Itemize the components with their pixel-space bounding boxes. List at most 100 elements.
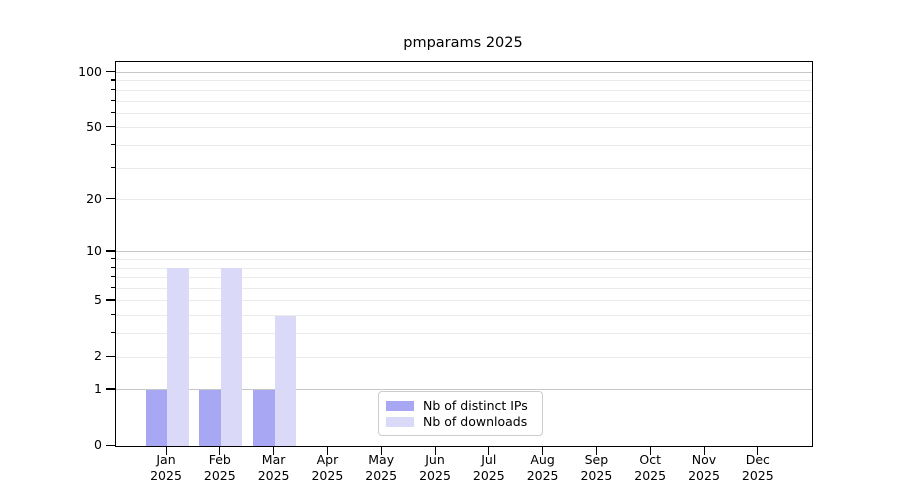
x-label-year: 2025 <box>365 467 398 483</box>
legend-swatch-distinct-ips <box>386 401 414 411</box>
x-label-month: Dec <box>745 452 770 467</box>
x-label-month: Feb <box>208 452 231 467</box>
x-label-month: Mar <box>261 452 286 467</box>
gridline-y-70 <box>116 100 812 102</box>
y-tick-20 <box>106 198 115 200</box>
y-minor-tick-7 <box>111 276 115 278</box>
gridline-y-4 <box>116 315 812 317</box>
legend-label-distinct-ips: Nb of distinct IPs <box>423 398 528 413</box>
gridline-y-10 <box>116 251 812 253</box>
x-tick-label-nov: Nov 2025 <box>664 452 744 483</box>
bar-nb-of-distinct-ips-mar <box>253 389 275 446</box>
x-label-month: Apr <box>316 452 339 467</box>
y-minor-tick-3 <box>111 332 115 334</box>
x-label-year: 2025 <box>580 467 613 483</box>
y-minor-tick-30 <box>111 166 115 168</box>
x-label-year: 2025 <box>419 467 451 483</box>
y-tick-100 <box>106 71 115 73</box>
gridline-y-50 <box>116 127 812 129</box>
y-tick-50 <box>106 126 115 128</box>
y-tick-label-0: 0 <box>94 437 102 452</box>
y-minor-tick-80 <box>111 88 115 91</box>
x-tick-label-feb: Feb 2025 <box>180 452 260 483</box>
y-minor-tick-40 <box>111 143 115 146</box>
x-label-year: 2025 <box>150 467 182 483</box>
x-label-year: 2025 <box>741 467 774 483</box>
x-label-month: Jan <box>156 452 176 467</box>
x-tick-label-dec: Dec 2025 <box>718 452 798 483</box>
gridline-y-30 <box>116 167 812 169</box>
x-label-month: Jul <box>481 452 497 467</box>
x-tick-label-oct: Oct 2025 <box>610 452 690 483</box>
legend-swatch-downloads <box>386 417 414 427</box>
gridline-y-2 <box>116 356 812 358</box>
y-tick-label-1: 1 <box>94 380 102 396</box>
y-tick-label-2: 2 <box>94 348 102 364</box>
gridline-y-8 <box>116 267 812 269</box>
gridline-y-1 <box>116 389 812 391</box>
x-tick-jun <box>434 446 436 455</box>
legend: Nb of distinct IPs Nb of downloads <box>378 391 543 436</box>
x-tick-mar <box>273 446 275 455</box>
y-tick-label-50: 50 <box>86 118 102 134</box>
legend-item-distinct-ips: Nb of distinct IPs <box>386 398 534 414</box>
legend-label-downloads: Nb of downloads <box>423 414 528 429</box>
x-tick-label-apr: Apr 2025 <box>287 452 367 483</box>
x-label-year: 2025 <box>203 467 236 483</box>
y-minor-tick-4 <box>111 314 115 316</box>
x-tick-label-jun: Jun 2025 <box>395 452 475 483</box>
x-tick-apr <box>326 446 329 455</box>
x-tick-label-mar: Mar 2025 <box>234 452 314 483</box>
legend-item-downloads: Nb of downloads <box>386 414 534 430</box>
x-label-month: Aug <box>530 452 555 467</box>
x-tick-dec <box>757 446 759 455</box>
gridline-y-7 <box>116 277 812 279</box>
gridline-y-5 <box>116 300 812 302</box>
y-minor-tick-90 <box>111 79 115 81</box>
x-label-year: 2025 <box>257 467 290 483</box>
x-tick-aug <box>542 446 544 455</box>
y-tick-5 <box>106 299 115 301</box>
gridline-y-60 <box>116 112 812 114</box>
x-tick-may <box>380 446 382 455</box>
x-tick-nov <box>703 446 705 455</box>
x-label-year: 2025 <box>634 467 667 483</box>
x-tick-label-may: May 2025 <box>341 452 421 483</box>
bar-nb-of-distinct-ips-feb <box>199 389 221 446</box>
gridline-y-40 <box>116 144 812 146</box>
x-label-year: 2025 <box>688 467 720 483</box>
x-tick-feb <box>219 446 221 455</box>
x-tick-jan <box>165 446 167 455</box>
bar-nb-of-distinct-ips-jan <box>145 389 167 446</box>
bar-nb-of-downloads-feb <box>220 268 243 446</box>
x-label-month: Nov <box>691 452 717 467</box>
y-minor-tick-8 <box>111 266 115 268</box>
x-label-month: Sep <box>584 452 609 467</box>
y-tick-10 <box>106 250 115 252</box>
x-tick-label-aug: Aug 2025 <box>503 452 583 483</box>
gridline-y-6 <box>116 288 812 290</box>
x-tick-oct <box>649 446 651 455</box>
gridline-y-80 <box>116 89 812 91</box>
x-label-year: 2025 <box>526 467 559 483</box>
y-tick-label-100: 100 <box>78 63 102 79</box>
y-tick-1 <box>106 388 115 390</box>
y-tick-label-10: 10 <box>86 242 102 258</box>
x-label-month: Oct <box>639 452 661 467</box>
x-label-month: May <box>368 452 395 467</box>
chart-title: pmparams 2025 <box>403 35 523 51</box>
gridline-y-20 <box>116 199 812 201</box>
gridline-y-100 <box>116 72 812 73</box>
y-tick-label-5: 5 <box>94 291 102 307</box>
x-label-year: 2025 <box>472 467 505 483</box>
gridline-y-9 <box>116 259 812 261</box>
y-tick-label-20: 20 <box>86 190 102 206</box>
y-tick-0 <box>106 444 115 446</box>
plot-area <box>115 61 813 447</box>
x-label-month: Jun <box>425 452 445 467</box>
y-tick-2 <box>106 355 115 357</box>
bar-nb-of-downloads-mar <box>274 315 297 446</box>
x-tick-label-jan: Jan 2025 <box>126 452 206 483</box>
x-tick-jul <box>488 446 490 455</box>
